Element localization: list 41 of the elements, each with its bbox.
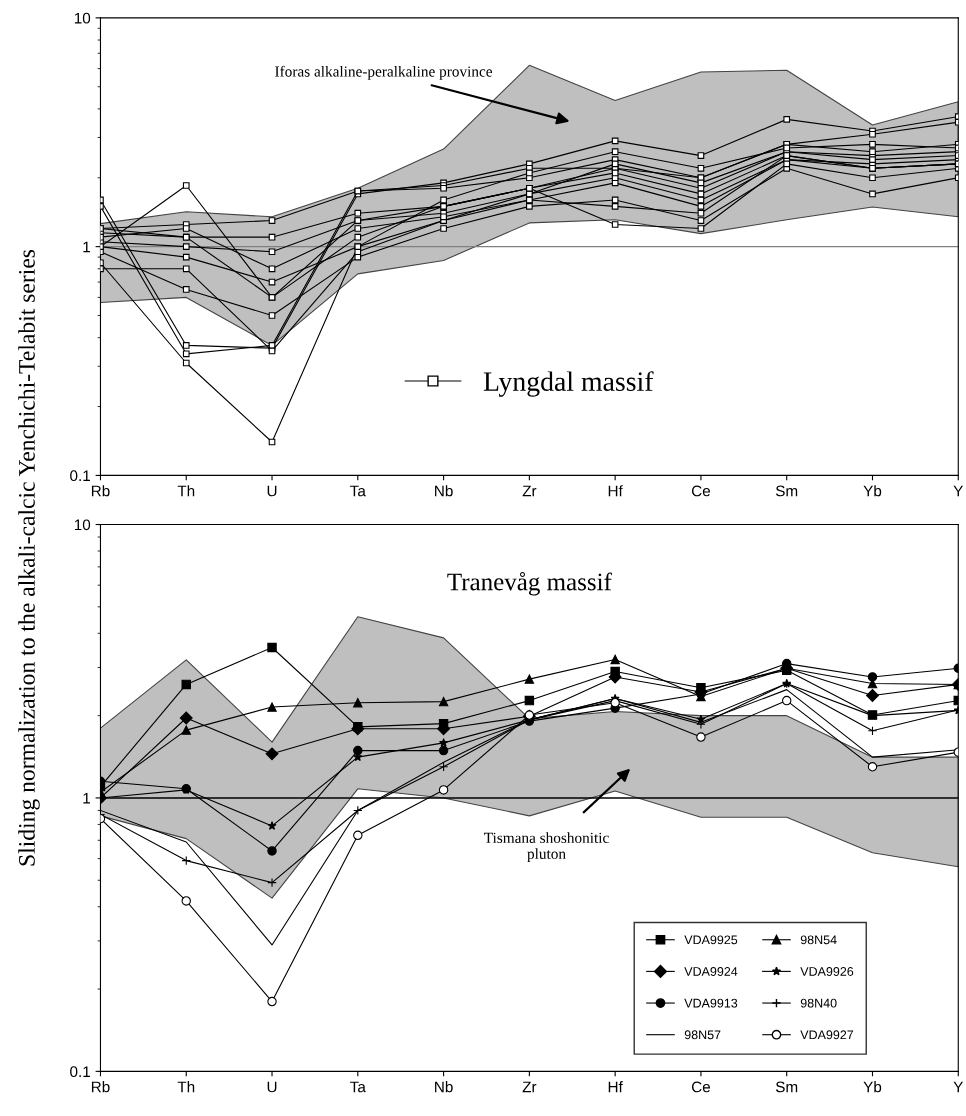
x-tick-label: U [267,1081,277,1093]
text: Tranevåg massif [447,572,612,596]
x-tick-label: Ta [350,485,366,497]
x-tick-label: Zr [522,485,537,497]
legend-label: VDA9913 [684,998,738,1008]
x-tick-label: Ce [691,485,711,497]
y-axis-title: Sliding normalization to the alkali-calcic Yenchichi-Telabit series [18,249,40,866]
legend-label: 98N54 [800,935,837,945]
y-tick-label: 10 [74,519,91,531]
y-tick-label: 0.1 [70,470,90,482]
x-tick-label: Sm [775,1081,798,1093]
y-tick-label: 1 [83,241,90,253]
legend-label: Lyngdal massif [483,371,654,397]
legend-label: VDA9924 [684,967,738,976]
y-tick-label: 1 [83,792,90,804]
x-tick-label: Rb [91,1081,110,1093]
x-tick-label: Zr [522,1081,537,1093]
legend-label: VDA9926 [800,967,854,976]
x-tick-label: Th [177,1081,195,1093]
y-tick-label: 0.1 [70,1066,90,1078]
x-tick-label: Nb [435,1081,453,1093]
x-tick-label: Nb [435,485,453,497]
x-tick-label: U [267,485,277,497]
text: Tismana shoshonitic pluton [484,832,609,863]
x-tick-label: Ta [350,1081,366,1093]
legend-label: 98N57 [684,1030,721,1040]
legend-label: 98N40 [800,998,837,1008]
y-tick-label: 10 [74,12,91,24]
x-tick-label: Rb [91,485,110,497]
legend-label: VDA9927 [800,1030,854,1040]
x-tick-label: Yb [863,485,882,497]
x-tick-label: Sm [775,485,798,497]
x-tick-label: Y [953,485,964,497]
x-tick-label: Ce [691,1081,711,1093]
x-tick-label: Hf [608,485,623,497]
x-tick-label: Th [177,485,195,497]
x-tick-label: Yb [863,1081,882,1093]
x-tick-label: Y [953,1081,964,1093]
x-tick-label: Hf [608,1081,623,1093]
legend-label: VDA9925 [684,935,738,945]
text: Iforas alkaline-peralkaline province [275,65,493,80]
